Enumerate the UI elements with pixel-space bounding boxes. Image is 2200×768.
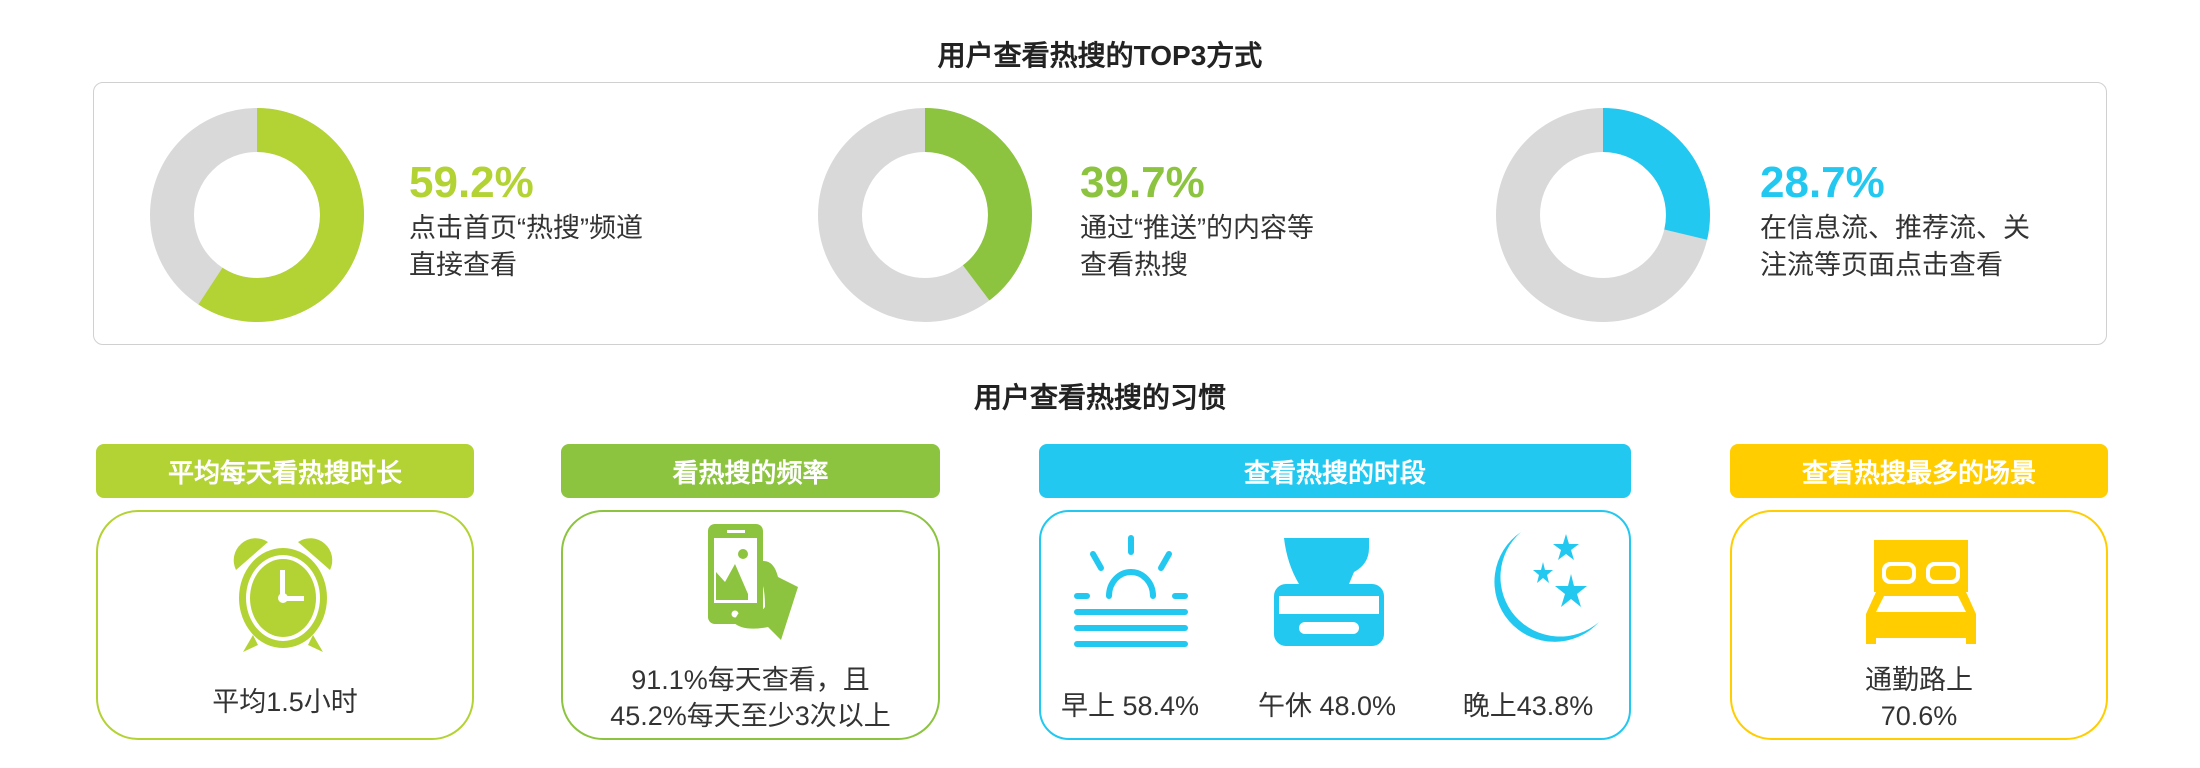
scene-line1: 通勤路上 bbox=[1865, 665, 1973, 695]
tag-scene: 查看热搜最多的场景 bbox=[1730, 444, 2108, 498]
desc-2: 通过“推送”的内容等 查看热搜 bbox=[1080, 210, 1314, 284]
desc-line: 通过“推送”的内容等 bbox=[1080, 213, 1314, 243]
donut-value-arc bbox=[150, 108, 364, 322]
top3-panel bbox=[93, 82, 2107, 345]
card-frequency: 91.1%每天查看，且 45.2%每天至少3次以上 bbox=[561, 510, 940, 740]
desc-line: 点击首页“热搜”频道 bbox=[409, 213, 643, 243]
section-title-top3: 用户查看热搜的TOP3方式 bbox=[937, 40, 1263, 71]
card-scene: 通勤路上 70.6% bbox=[1730, 510, 2108, 740]
phone-in-hand-icon bbox=[708, 524, 798, 640]
alarm-clock-icon bbox=[233, 538, 333, 652]
percent-3: 28.7% bbox=[1760, 158, 1885, 207]
bed-icon bbox=[1866, 540, 1976, 644]
desc-1: 点击首页“热搜”频道 直接查看 bbox=[409, 210, 643, 284]
duration-text: 平均1.5小时 bbox=[212, 687, 358, 717]
scene-line2: 70.6% bbox=[1880, 701, 1958, 731]
moon-stars-icon bbox=[1494, 532, 1599, 642]
desc-line: 直接查看 bbox=[409, 250, 517, 280]
donut-chart-1 bbox=[150, 108, 364, 322]
donut-chart-3 bbox=[1496, 108, 1710, 322]
period-noon: 午休 48.0% bbox=[1257, 691, 1397, 721]
period-evening: 晚上43.8% bbox=[1462, 691, 1594, 721]
desc-line: 查看热搜 bbox=[1080, 250, 1188, 280]
desc-3: 在信息流、推荐流、关 注流等页面点击查看 bbox=[1760, 210, 2030, 284]
donut-value-arc bbox=[818, 108, 1032, 322]
donut-value-arc bbox=[1496, 108, 1710, 322]
desc-line: 注流等页面点击查看 bbox=[1760, 250, 2003, 280]
desc-line: 在信息流、推荐流、关 bbox=[1760, 213, 2030, 243]
percent-2: 39.7% bbox=[1080, 158, 1205, 207]
donut-chart-2 bbox=[818, 108, 1032, 322]
tag-duration: 平均每天看热搜时长 bbox=[96, 444, 474, 498]
tag-frequency: 看热搜的频率 bbox=[561, 444, 940, 498]
percent-1: 59.2% bbox=[409, 158, 534, 207]
card-time-period: 早上 58.4% 午休 48.0% 晚上43.8% bbox=[1039, 510, 1631, 740]
frequency-line1: 91.1%每天查看，且 bbox=[631, 665, 870, 695]
tag-time-period: 查看热搜的时段 bbox=[1039, 444, 1631, 498]
card-duration: 平均1.5小时 bbox=[96, 510, 474, 740]
period-morning: 早上 58.4% bbox=[1060, 691, 1200, 721]
frequency-line2: 45.2%每天至少3次以上 bbox=[610, 701, 891, 731]
sunrise-icon bbox=[1074, 535, 1188, 647]
coffee-cup-icon bbox=[1274, 538, 1384, 646]
section-title-habits: 用户查看热搜的习惯 bbox=[973, 382, 1226, 413]
